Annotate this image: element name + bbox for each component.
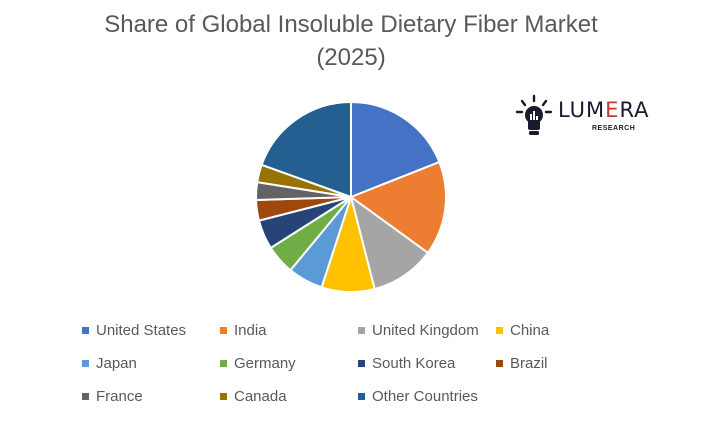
legend-swatch [82,327,89,334]
legend-swatch [358,360,365,367]
legend-item: South Korea [358,355,455,372]
legend-label: Other Countries [372,388,478,405]
chart-title: Share of Global Insoluble Dietary Fiber … [0,8,702,74]
legend-item: China [496,322,549,339]
legend-swatch [220,327,227,334]
legend-label: Germany [234,355,296,372]
legend-label: China [510,322,550,339]
legend-label: India [234,322,267,339]
legend-item: Other Countries [358,388,478,405]
pie-slice-other-countries [260,100,352,199]
legend-item: Germany [220,355,296,372]
lightbulb-icon [515,94,553,135]
legend-item: United Kingdom [358,322,479,339]
chart-title-line-2: (2025) [316,44,386,71]
logo-subtitle: RESEARCH [592,125,636,132]
legend-item: Japan [82,355,137,372]
legend-swatch [220,393,227,400]
legend-label: South Korea [372,355,456,372]
lumera-research-logo: LUMERA RESEARCH [514,92,664,142]
pie-slice-india [348,160,447,255]
legend-swatch [82,393,89,400]
logo-word-part-2: E [605,98,620,122]
legend-item: Brazil [496,355,548,372]
legend-label: France [96,388,143,405]
legend-item: Canada [220,388,287,405]
legend-swatch [496,360,503,367]
logo-word-part-3: RA [619,98,650,122]
legend-item: United States [82,322,186,339]
legend-label: United States [96,322,187,339]
legend-swatch [496,327,503,334]
legend-item: India [220,322,267,339]
legend-label: United Kingdom [372,322,479,339]
legend-label: Canada [234,388,287,405]
legend-swatch [82,360,89,367]
legend-swatch [220,360,227,367]
chart-title-line-1: Share of Global Insoluble Dietary Fiber … [104,11,598,38]
legend-label: Brazil [510,355,548,372]
logo-wordmark: LUMERA [558,98,650,122]
logo-word-part-1: LUM [558,98,606,122]
legend-label: Japan [96,355,137,372]
pie-slice-united-states [350,100,441,199]
legend-item: France [82,388,143,405]
legend-swatch [358,393,365,400]
legend-swatch [358,327,365,334]
pie-slice-united-kingdom [349,194,430,291]
